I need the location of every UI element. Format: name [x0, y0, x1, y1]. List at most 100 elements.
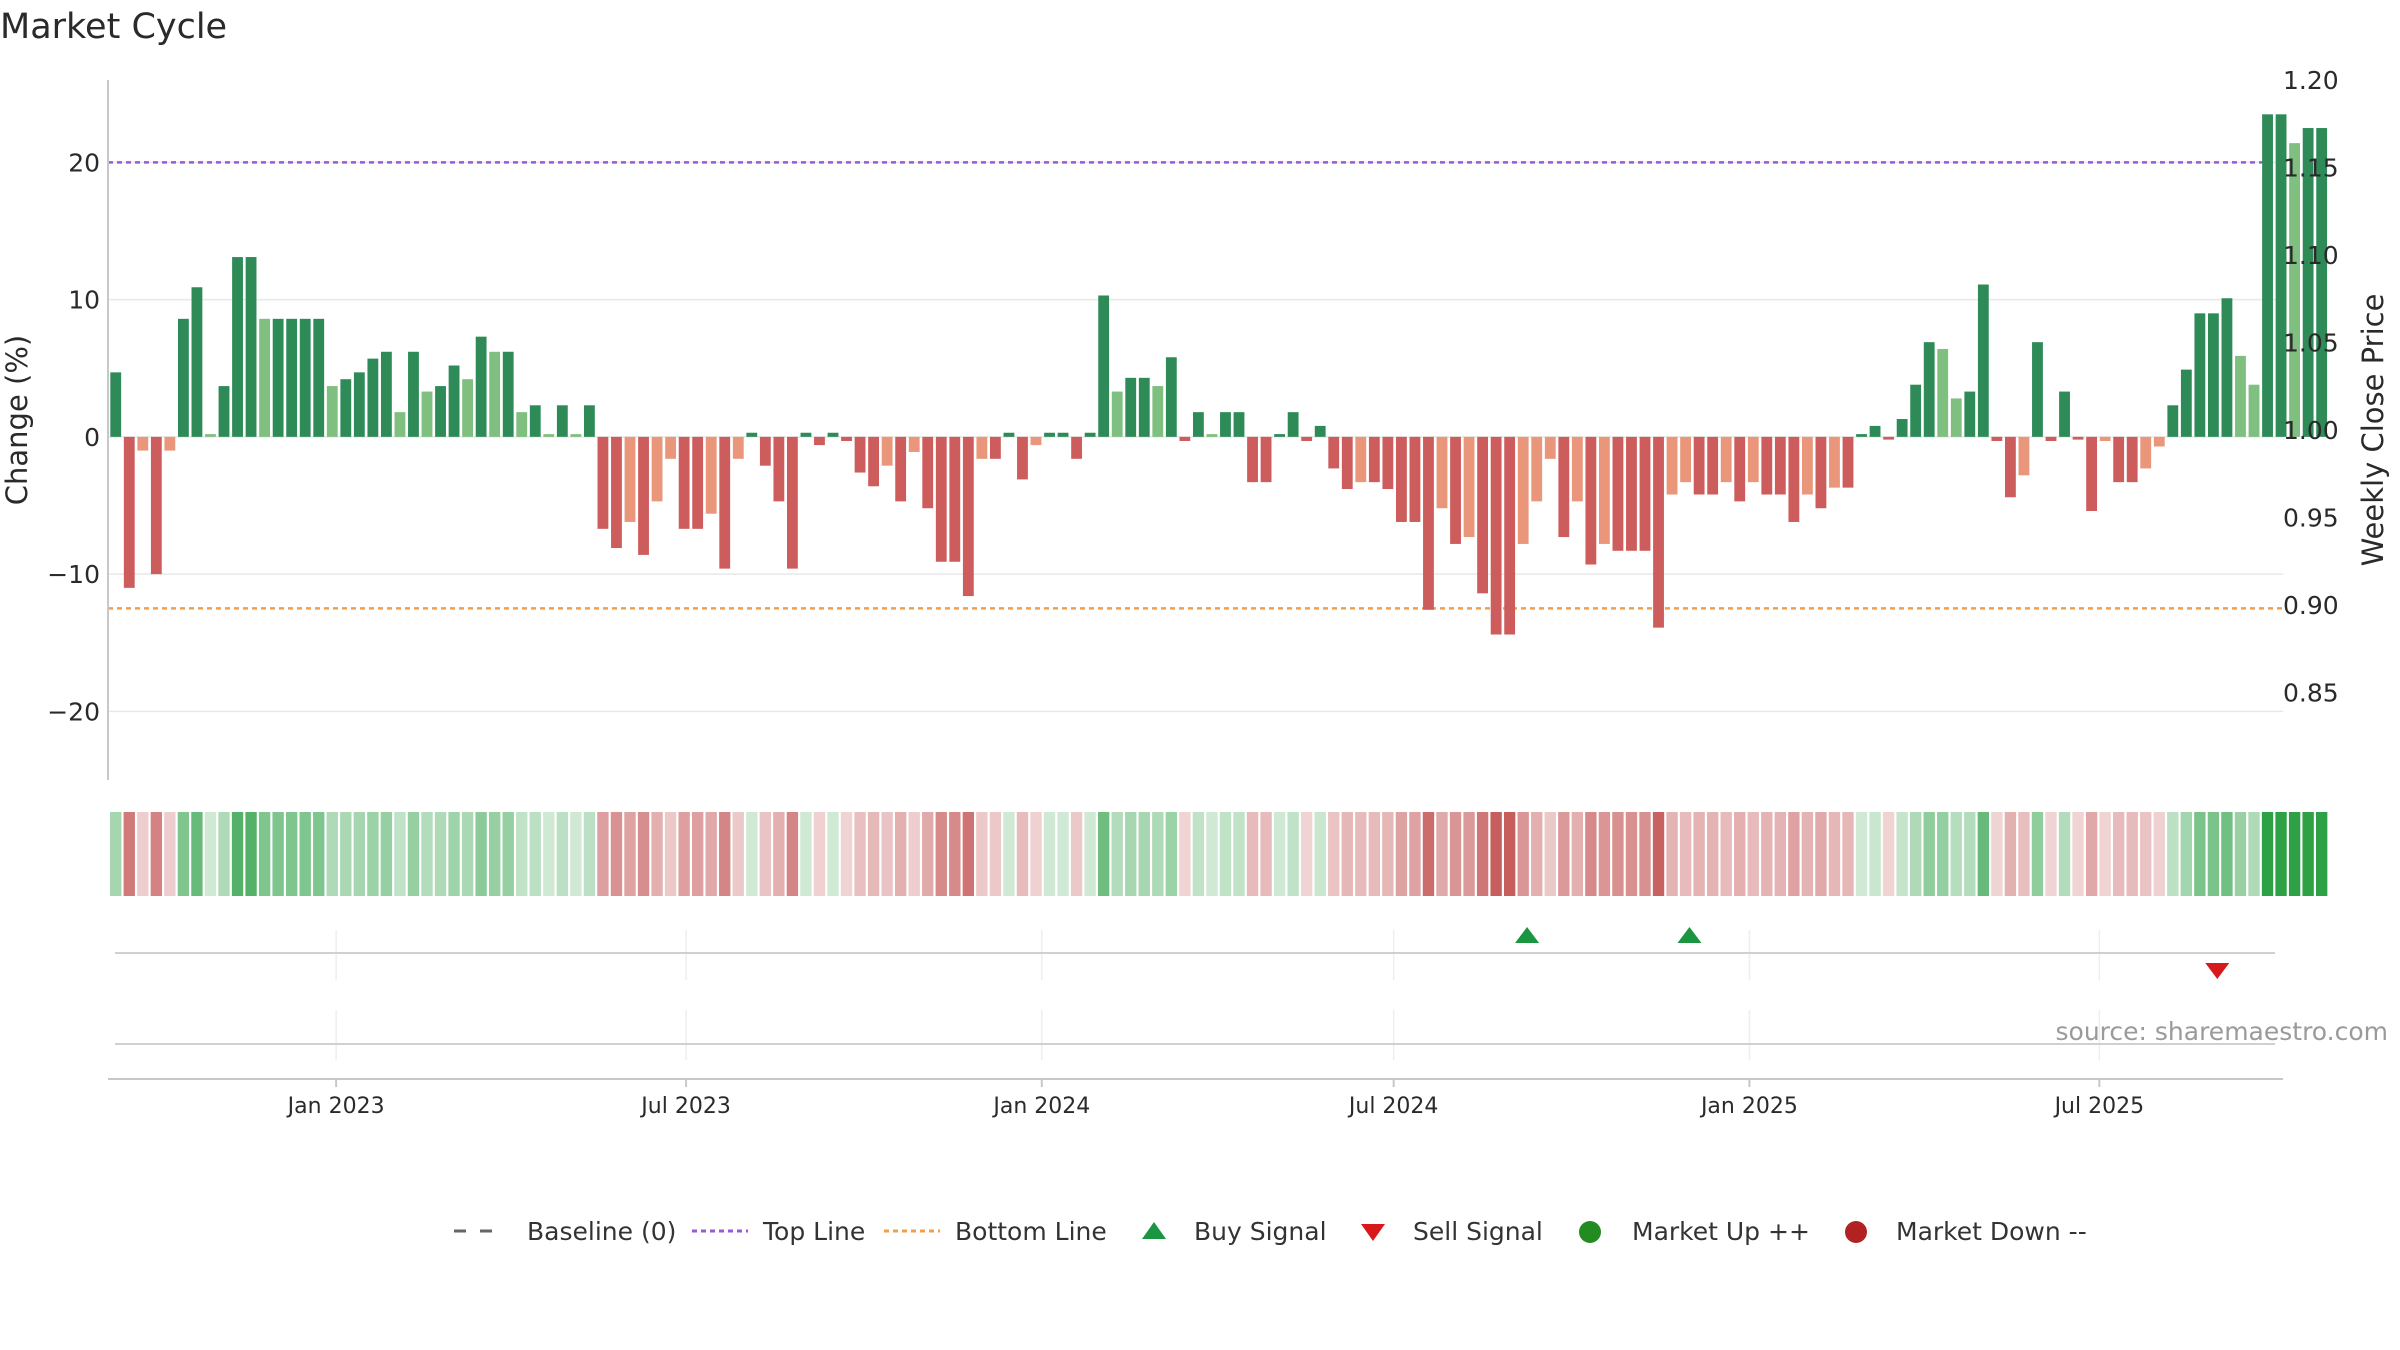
heat-cell	[191, 812, 203, 896]
bar	[638, 436, 649, 555]
bar	[1842, 436, 1854, 488]
heat-cell	[637, 812, 650, 896]
bar	[597, 436, 609, 529]
bar	[759, 436, 771, 466]
bar	[2153, 436, 2165, 447]
bar	[570, 434, 582, 437]
heat-cell	[218, 812, 230, 896]
bar	[1666, 436, 1678, 495]
heat-cell	[583, 812, 596, 896]
bar	[1774, 436, 1786, 495]
bar	[1639, 436, 1651, 551]
heat-cell	[908, 812, 920, 896]
bar	[1964, 391, 1976, 437]
heat-cell	[2072, 812, 2084, 896]
heat-cell	[1476, 812, 1489, 896]
bar	[1788, 436, 1800, 522]
bar	[732, 436, 744, 459]
bar	[475, 336, 487, 437]
heat-cell	[1544, 812, 1556, 896]
bar	[1382, 436, 1394, 490]
bar	[2235, 355, 2246, 437]
bar	[1991, 436, 2003, 441]
bar	[150, 436, 162, 575]
heat-cell	[2018, 812, 2030, 896]
y2-tick-label: 0.95	[2283, 504, 2339, 533]
heat-cell	[597, 812, 609, 896]
heat-cell	[1815, 812, 1827, 896]
bar	[1206, 434, 1218, 437]
heat-cell	[1558, 812, 1570, 896]
heat-cell	[299, 812, 311, 896]
heat-cell	[1219, 812, 1232, 896]
bar	[218, 386, 230, 437]
bar	[1450, 436, 1461, 544]
heat-cell	[2126, 812, 2138, 896]
heat-cell	[881, 812, 893, 896]
bar	[1571, 436, 1583, 502]
bar	[1179, 436, 1191, 441]
bar	[2289, 143, 2301, 437]
legend-buy-signal-icon	[1142, 1222, 1166, 1239]
bar	[1531, 436, 1543, 502]
y2-tick-label: 0.90	[2283, 591, 2339, 620]
bar	[529, 405, 541, 437]
bar	[935, 436, 947, 562]
bar	[1490, 436, 1502, 635]
bar	[1152, 386, 1164, 437]
heat-cell	[1490, 812, 1502, 896]
bar	[1423, 436, 1434, 610]
heat-cell	[1409, 812, 1421, 896]
heat-cell	[285, 812, 298, 896]
legend-item-baseline: Baseline (0)	[527, 1217, 676, 1246]
bar	[2221, 298, 2233, 437]
heat-cell	[1693, 812, 1705, 896]
bar	[611, 436, 622, 549]
y-axis-label: Change (%)	[0, 335, 34, 505]
heat-cell	[1152, 812, 1164, 896]
bar	[854, 436, 866, 473]
heat-cell	[678, 812, 690, 896]
bar	[881, 436, 893, 466]
heat-cell	[1869, 812, 1881, 896]
heat-cell	[1734, 812, 1746, 896]
heat-cell	[1679, 812, 1692, 896]
bar	[1680, 436, 1692, 483]
heat-cell	[2099, 812, 2111, 896]
bar	[1057, 432, 1069, 437]
heat-cell	[2261, 812, 2274, 896]
heat-cell	[1355, 812, 1367, 896]
legend-item-market-down: Market Down --	[1896, 1217, 2087, 1246]
bar	[1720, 436, 1732, 483]
heat-cell	[543, 812, 555, 896]
bar	[259, 318, 271, 437]
bar	[814, 436, 825, 446]
heat-cell	[2085, 812, 2098, 896]
heat-cell	[421, 812, 433, 896]
legend-item-market-up: Market Up ++	[1632, 1217, 1810, 1246]
heat-cell	[367, 812, 379, 896]
heat-cell	[1896, 812, 1908, 896]
y-tick-label: −20	[47, 697, 100, 726]
heat-cell	[1246, 812, 1259, 896]
heat-cell	[1260, 812, 1272, 896]
bar	[1856, 434, 1867, 437]
heat-cell	[854, 812, 866, 896]
heat-cell	[719, 812, 731, 896]
heat-cell	[827, 812, 839, 896]
heat-cell	[502, 812, 514, 896]
bar	[2099, 436, 2111, 441]
heat-cell	[407, 812, 420, 896]
heat-cell	[475, 812, 487, 896]
bar	[313, 318, 325, 437]
heat-cell	[394, 812, 406, 896]
bar	[651, 436, 663, 502]
bar	[2262, 114, 2273, 437]
heat-cell	[1138, 812, 1150, 896]
bar	[624, 436, 636, 522]
heat-cell	[1788, 812, 1800, 896]
heat-cell	[570, 812, 582, 896]
heat-cell	[2140, 812, 2152, 896]
y-tick-label: 0	[84, 423, 100, 452]
heat-cell	[123, 812, 135, 896]
